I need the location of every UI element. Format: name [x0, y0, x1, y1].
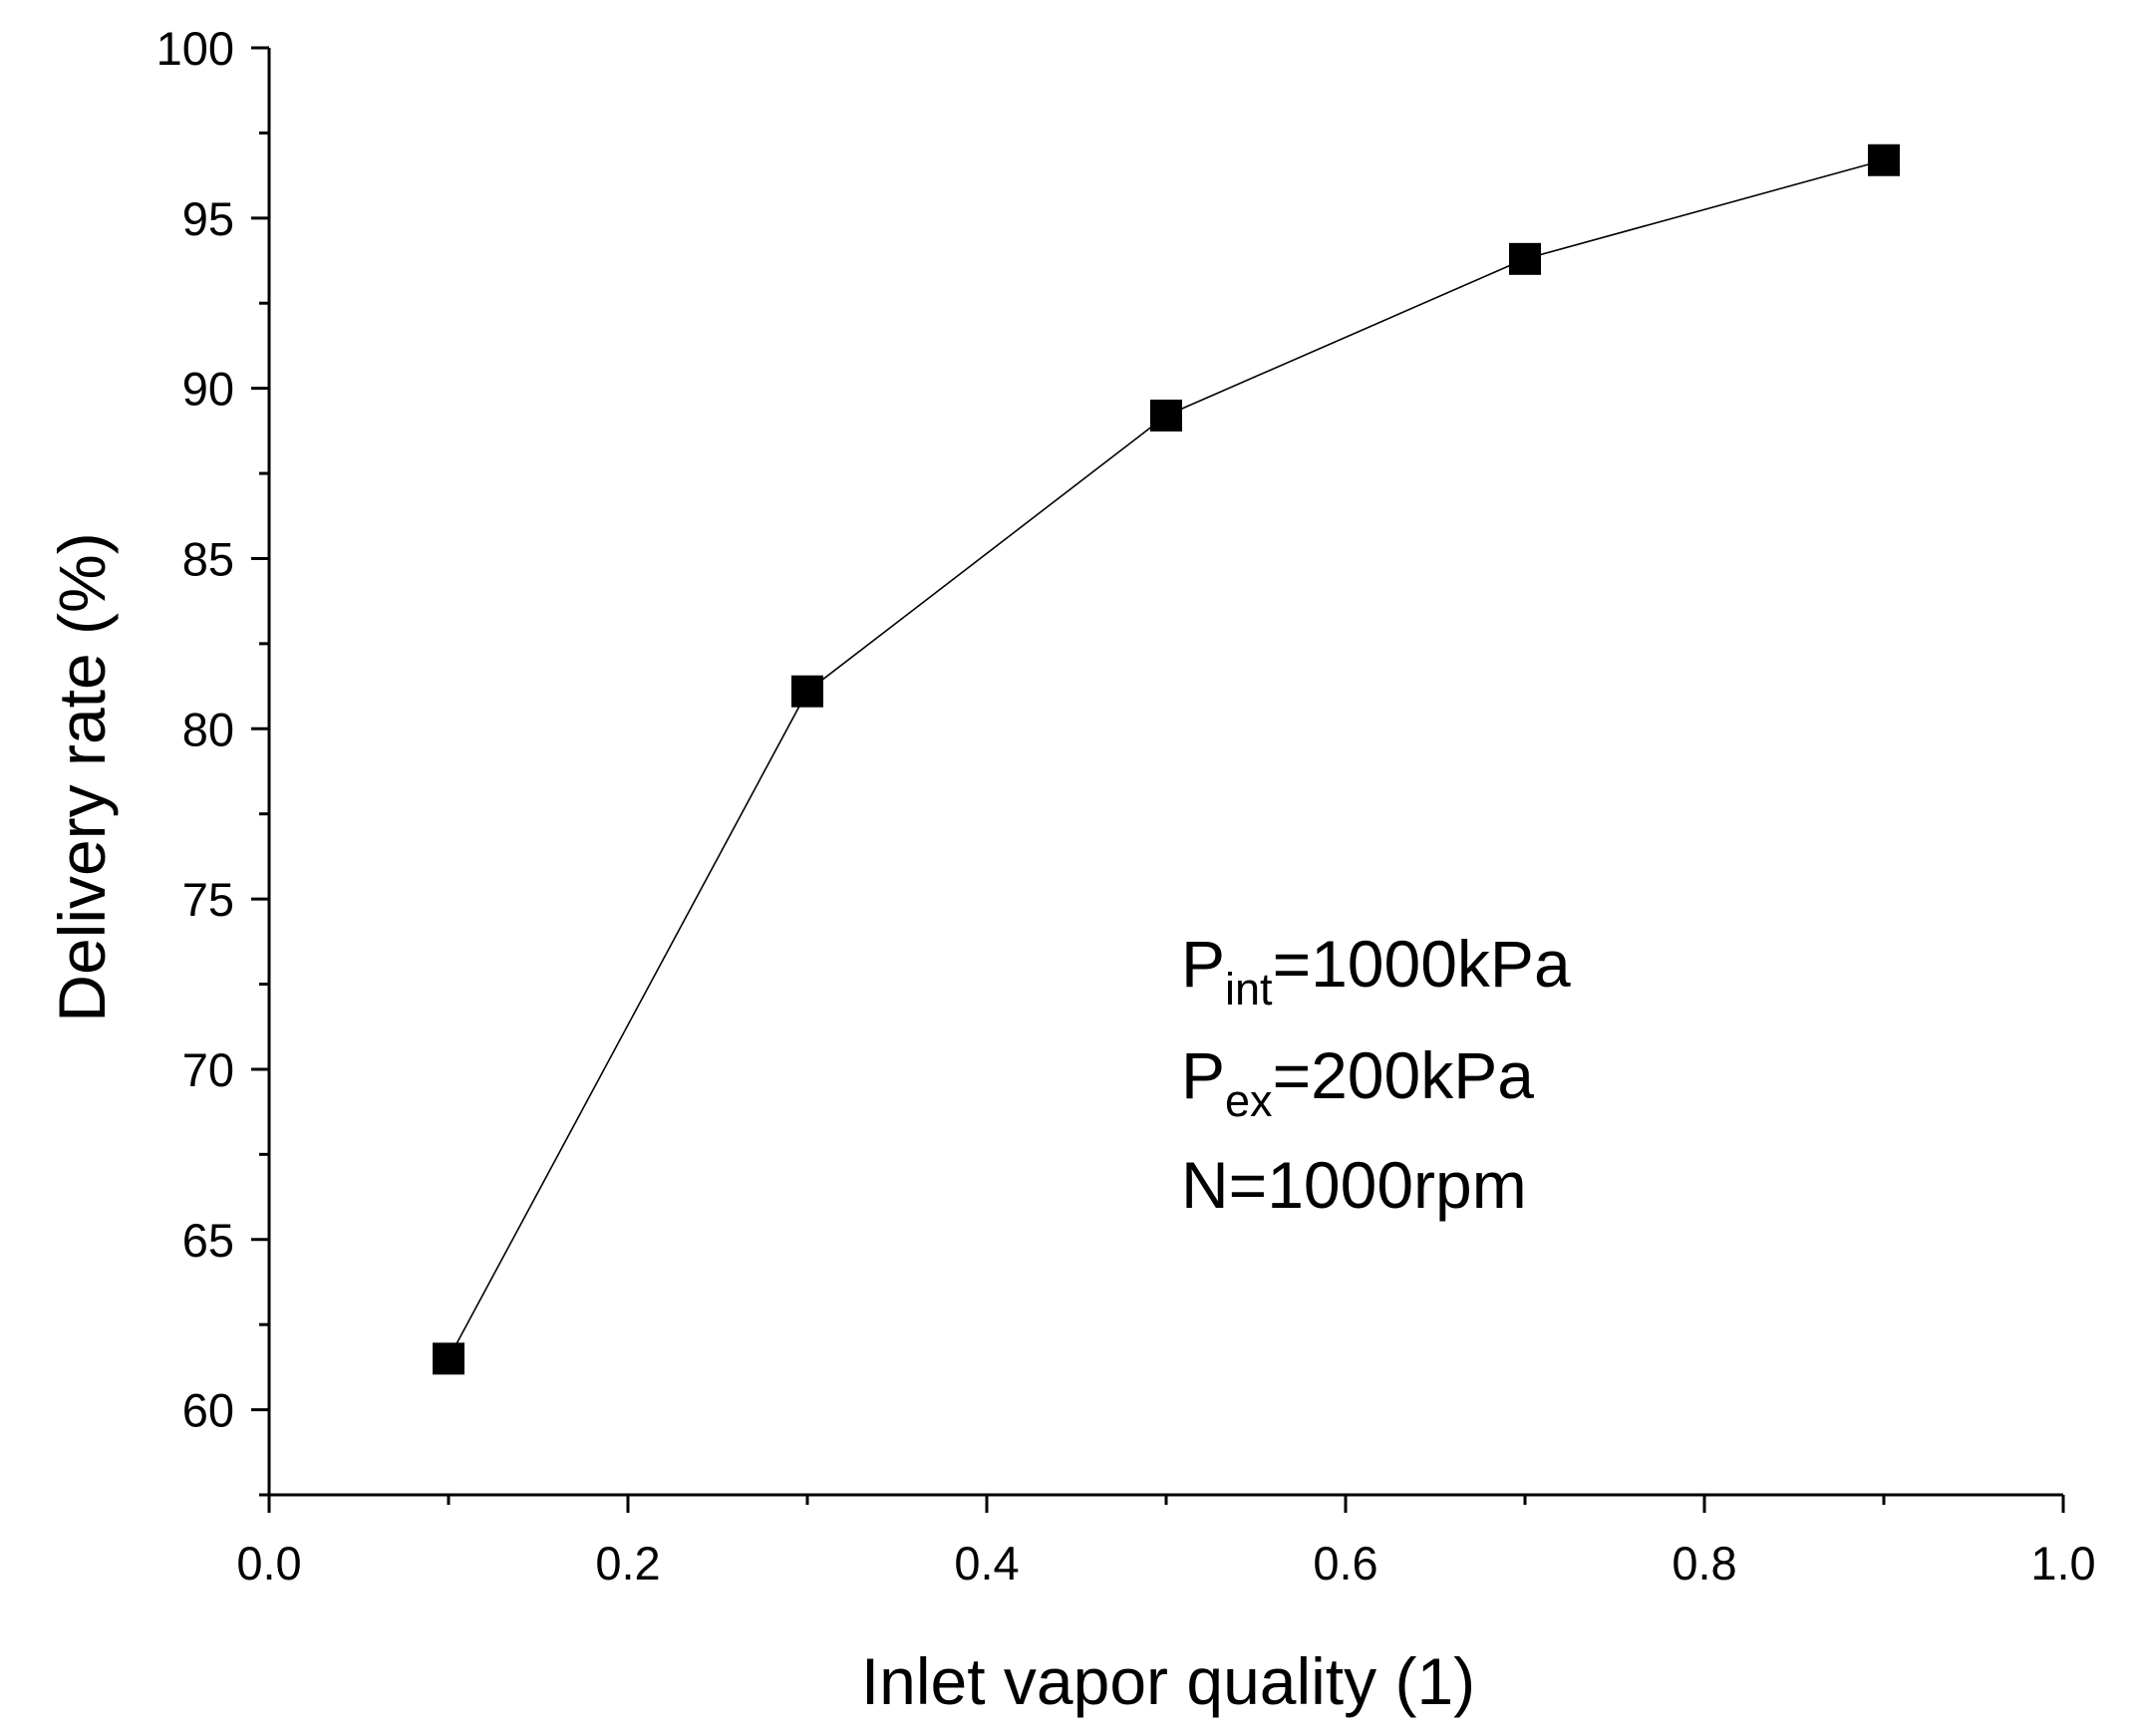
- data-point-marker: [1868, 144, 1900, 176]
- y-tick-label: 90: [182, 363, 234, 416]
- series-group: [433, 144, 1900, 1375]
- x-tick-label: 0.8: [1672, 1537, 1736, 1590]
- x-tick-label: 0.2: [595, 1537, 660, 1590]
- y-tick-label: 85: [182, 532, 234, 585]
- data-point-marker: [433, 1342, 464, 1375]
- x-ticks: 0.0 0.2 0.4 0.6 0.8 1.0: [236, 1495, 2096, 1590]
- x-tick-label: 1.0: [2030, 1537, 2095, 1590]
- annotation-exhaust-pressure: Pex=200kPa: [1181, 1038, 1534, 1126]
- axes: 0.0 0.2 0.4 0.6 0.8 1.0 60 65 70 75 80 85 90 95 100: [156, 22, 2096, 1590]
- y-tick-label: 60: [182, 1384, 234, 1437]
- y-tick-label: 100: [156, 22, 234, 75]
- annotation-exhaust-pressure-subscript: ex: [1225, 1075, 1273, 1126]
- y-tick-label: 80: [182, 703, 234, 755]
- y-tick-label: 75: [182, 873, 234, 926]
- series-line: [448, 158, 1885, 1359]
- x-tick-label: 0.4: [954, 1537, 1019, 1590]
- annotation-inlet-pressure-subscript: int: [1225, 964, 1273, 1014]
- annotation-inlet-pressure-symbol: P: [1181, 927, 1225, 1001]
- annotation-inlet-pressure: Pint=1000kPa: [1181, 927, 1571, 1014]
- y-tick-label: 95: [182, 192, 234, 245]
- y-axis-title: Delivery rate (%): [45, 532, 119, 1021]
- x-axis-title: Inlet vapor quality (1): [861, 1644, 1475, 1718]
- y-ticks: 60 65 70 75 80 85 90 95 100: [156, 22, 269, 1497]
- annotation-block: Pint=1000kPa Pex=200kPa N=1000rpm: [1181, 927, 1571, 1222]
- markers: [433, 144, 1900, 1375]
- data-point-marker: [1509, 242, 1541, 275]
- annotation-speed: N=1000rpm: [1181, 1148, 1527, 1222]
- annotation-exhaust-pressure-value: =200kPa: [1273, 1038, 1535, 1112]
- y-tick-label: 65: [182, 1214, 234, 1267]
- y-tick-label: 70: [182, 1043, 234, 1096]
- data-point-marker: [1150, 399, 1182, 432]
- annotation-exhaust-pressure-symbol: P: [1181, 1038, 1225, 1112]
- x-tick-label: 0.0: [236, 1537, 301, 1590]
- x-tick-label: 0.6: [1313, 1537, 1377, 1590]
- annotation-inlet-pressure-value: =1000kPa: [1273, 927, 1571, 1001]
- data-point-marker: [791, 675, 823, 708]
- annotation-speed-value: N=1000rpm: [1181, 1148, 1527, 1222]
